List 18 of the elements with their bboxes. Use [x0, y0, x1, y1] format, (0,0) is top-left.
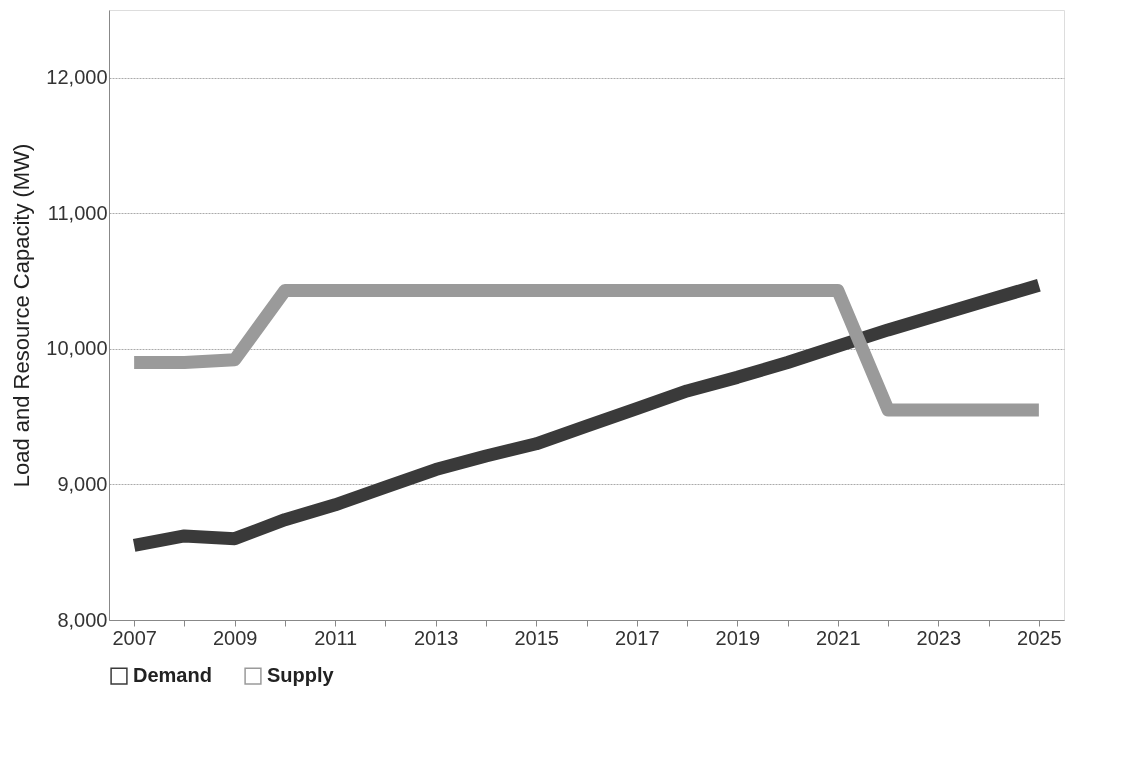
y-tick-label: 8,000	[57, 608, 108, 631]
legend-label: Supply	[267, 664, 335, 687]
y-tick-label: 11,000	[47, 201, 108, 224]
x-tick-label: 2025	[1017, 626, 1062, 649]
x-tick-label: 2023	[916, 626, 962, 649]
x-tick-label: 2019	[715, 626, 761, 649]
y-axis-title: Load and Resource Capacity (MW)	[9, 143, 35, 488]
x-tick-label: 2015	[514, 626, 559, 649]
y-tick-label: 10,000	[46, 337, 108, 360]
x-tick-label: 2021	[816, 626, 861, 649]
y-tick-label: 9,000	[57, 472, 108, 495]
y-tick-label: 12,000	[46, 66, 108, 89]
x-tick-label: 2017	[615, 626, 660, 649]
x-tick-label: 2011	[314, 626, 358, 649]
x-tick-label: 2013	[413, 626, 459, 649]
legend-label: Demand	[133, 664, 212, 687]
x-tick-label: 2007	[112, 626, 157, 649]
x-tick-label: 2009	[212, 626, 258, 649]
